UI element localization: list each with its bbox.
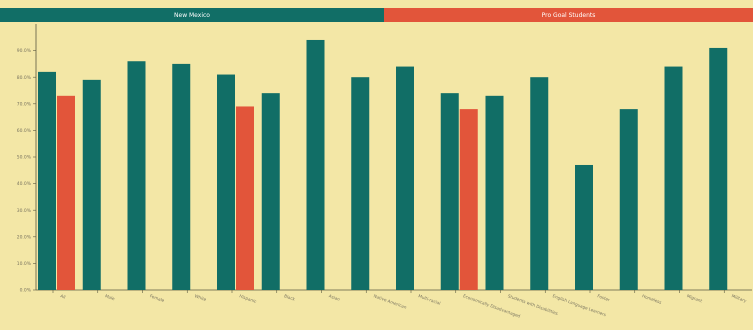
bar-pro-goal — [459, 109, 478, 291]
x-tick-label: Multi-racial — [418, 293, 442, 306]
x-tick-label: White — [194, 293, 208, 302]
x-tick-label: Homeless — [641, 293, 662, 305]
bar-new-mexico — [172, 63, 191, 291]
bar-new-mexico — [619, 109, 638, 291]
bar-new-mexico — [396, 66, 414, 290]
legend-new-mexico-label: New Mexico — [174, 11, 210, 19]
bar-new-mexico — [38, 71, 56, 290]
x-tick-label: All — [60, 293, 67, 299]
bar-new-mexico — [217, 74, 235, 290]
y-tick-label: 10.0% — [17, 261, 32, 267]
bar-pro-goal — [57, 95, 75, 290]
y-tick-label: 50.0% — [17, 155, 32, 161]
bar-new-mexico — [664, 66, 683, 290]
legend-pro-goal[interactable]: Pro Goal Students — [384, 8, 753, 22]
x-tick-label: Male — [104, 293, 115, 301]
y-tick-label: 80.0% — [17, 75, 32, 81]
bar-new-mexico — [440, 93, 459, 290]
bar-pro-goal — [236, 106, 254, 291]
x-tick-label: Foster — [597, 293, 611, 302]
bar-new-mexico — [306, 39, 325, 291]
x-tick-label: Native American — [373, 293, 408, 310]
bar-new-mexico — [575, 164, 593, 290]
y-tick-label: 40.0% — [17, 181, 32, 187]
y-tick-label: 90.0% — [17, 48, 32, 54]
x-tick-label: Black — [283, 293, 296, 302]
x-tick-label: Military — [731, 293, 748, 303]
y-tick-label: 70.0% — [17, 101, 32, 107]
y-tick-label: 60.0% — [17, 128, 32, 134]
legend-pro-goal-label: Pro Goal Students — [541, 11, 596, 19]
x-tick-label: Hispanic — [239, 293, 258, 304]
bar-new-mexico — [530, 77, 549, 290]
bar-new-mexico — [82, 79, 101, 290]
legend-bar: New Mexico Pro Goal Students — [0, 8, 753, 22]
x-tick-label: Asian — [328, 293, 341, 302]
bar-new-mexico — [127, 61, 146, 290]
y-tick-label: 20.0% — [17, 234, 32, 240]
y-tick-label: 30.0% — [17, 208, 32, 214]
x-tick-label: Female — [149, 293, 165, 303]
bar-new-mexico — [485, 95, 504, 290]
bar-new-mexico — [709, 47, 728, 290]
bar-new-mexico — [261, 93, 280, 290]
bar-chart: 0.0% 10.0% 20.0% 30.0% 40.0% 50.0% 60.0% 70.0% 8… — [17, 24, 752, 319]
legend-new-mexico[interactable]: New Mexico — [0, 8, 384, 22]
y-tick-label: 0.0% — [20, 288, 32, 294]
bar-new-mexico — [351, 77, 370, 290]
x-tick-label: Migrant — [686, 293, 703, 303]
